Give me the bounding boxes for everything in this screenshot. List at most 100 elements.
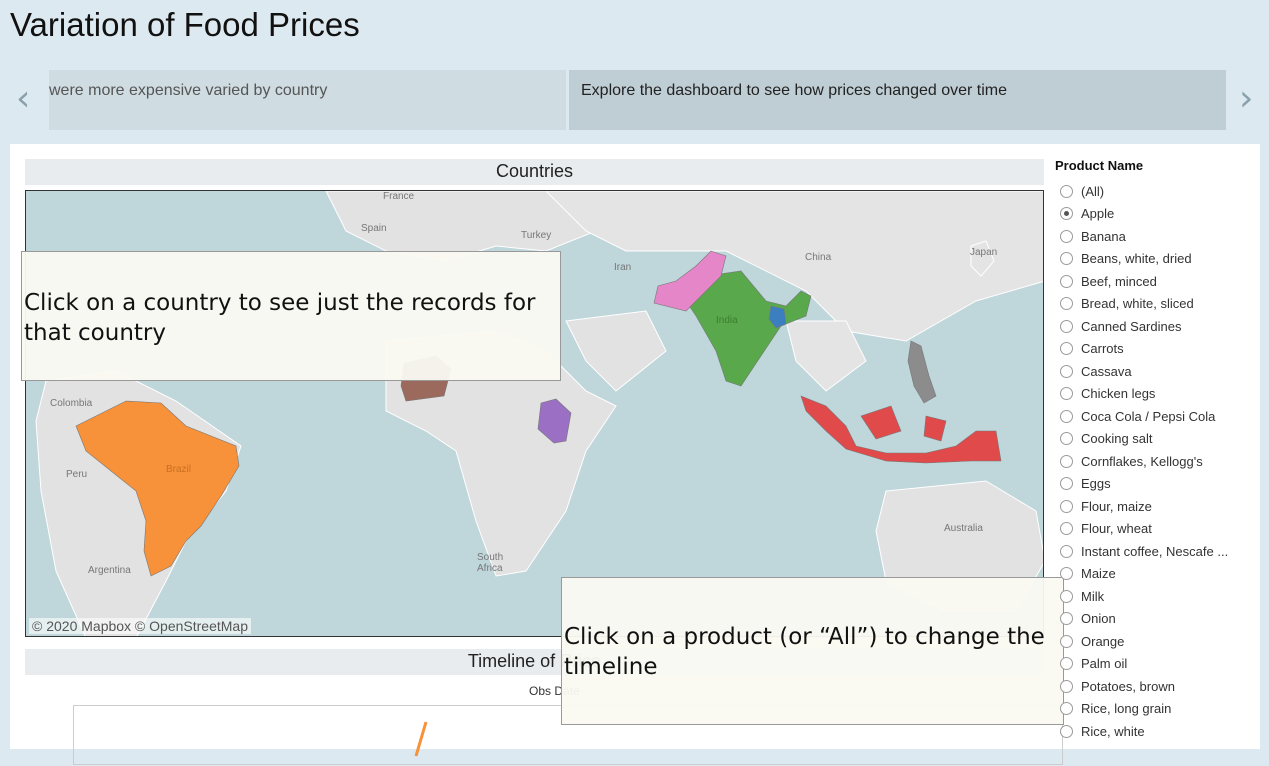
radio-icon[interactable] — [1060, 544, 1073, 558]
product-option[interactable]: Rice, white — [1060, 720, 1260, 743]
map-label-brazil: Brazil — [166, 464, 192, 475]
product-option-label: Milk — [1081, 588, 1105, 604]
product-option-label: Cornflakes, Kellogg's — [1081, 453, 1203, 469]
story-point-previous[interactable]: were more expensive varied by country — [49, 70, 566, 130]
product-filter-list: (All) Apple Banana Beans, white, dried Beef,… — [1060, 180, 1260, 743]
radio-icon[interactable] — [1060, 364, 1073, 378]
country-kenya — [537, 398, 572, 444]
product-click-tooltip: Click on a product (or “All”) to change … — [561, 577, 1064, 725]
radio-icon[interactable] — [1060, 229, 1073, 243]
radio-icon[interactable] — [1060, 342, 1073, 356]
product-option-label: Chicken legs — [1081, 386, 1156, 402]
country-brazil — [75, 400, 240, 577]
product-option[interactable]: Onion — [1060, 608, 1260, 631]
product-option-label: Onion — [1081, 611, 1116, 627]
product-option[interactable]: Coca Cola / Pepsi Cola — [1060, 405, 1260, 428]
radio-icon[interactable] — [1060, 252, 1073, 266]
product-option[interactable]: Cassava — [1060, 360, 1260, 383]
product-option[interactable]: Apple — [1060, 203, 1260, 226]
radio-icon[interactable] — [1060, 567, 1073, 581]
radio-icon[interactable] — [1060, 522, 1073, 536]
product-option[interactable]: Palm oil — [1060, 653, 1260, 676]
radio-icon[interactable] — [1060, 409, 1073, 423]
radio-icon[interactable] — [1060, 499, 1073, 513]
radio-icon[interactable] — [1060, 432, 1073, 446]
product-option-label: Flour, maize — [1081, 498, 1152, 514]
story-prev-arrow-icon[interactable]: ‹ — [16, 78, 31, 119]
map-label-china: China — [805, 252, 832, 263]
product-option[interactable]: Eggs — [1060, 473, 1260, 496]
product-option-label: Potatoes, brown — [1081, 678, 1175, 694]
product-option-label: Bread, white, sliced — [1081, 296, 1194, 312]
japan-land — [970, 240, 995, 277]
radio-icon[interactable] — [1060, 589, 1073, 603]
radio-icon[interactable] — [1060, 612, 1073, 626]
radio-icon[interactable] — [1060, 679, 1073, 693]
product-option-label: Cooking salt — [1081, 431, 1153, 447]
map-attribution: © 2020 Mapbox © OpenStreetMap — [29, 618, 251, 634]
product-filter-title: Product Name — [1055, 158, 1144, 173]
product-option[interactable]: Cornflakes, Kellogg's — [1060, 450, 1260, 473]
map-label-argentina: Argentina — [88, 565, 131, 576]
product-option[interactable]: Milk — [1060, 585, 1260, 608]
product-option-label: Maize — [1081, 566, 1116, 582]
product-option[interactable]: Carrots — [1060, 338, 1260, 361]
countries-header: Countries — [25, 159, 1044, 185]
product-option-label: Banana — [1081, 228, 1126, 244]
country-bangladesh — [768, 305, 787, 329]
product-option-label: Cassava — [1081, 363, 1132, 379]
product-option[interactable]: Potatoes, brown — [1060, 675, 1260, 698]
map-label-south-africa: South Africa — [477, 552, 504, 574]
arabia-land — [565, 310, 667, 392]
map-label-australia: Australia — [944, 523, 983, 534]
radio-icon[interactable] — [1060, 454, 1073, 468]
map-label-peru: Peru — [66, 469, 88, 480]
product-option[interactable]: Beans, white, dried — [1060, 248, 1260, 271]
product-option[interactable]: Orange — [1060, 630, 1260, 653]
radio-icon[interactable] — [1060, 207, 1073, 221]
product-option[interactable]: Maize — [1060, 563, 1260, 586]
radio-icon[interactable] — [1060, 724, 1073, 738]
product-option-label: (All) — [1081, 183, 1105, 199]
product-option-label: Apple — [1081, 206, 1115, 222]
product-option[interactable]: Flour, maize — [1060, 495, 1260, 518]
country-philippines — [907, 340, 937, 404]
southeast-asia-land — [785, 320, 867, 392]
radio-icon[interactable] — [1060, 634, 1073, 648]
radio-icon[interactable] — [1060, 702, 1073, 716]
product-option-label: Instant coffee, Nescafe ... — [1081, 543, 1229, 559]
product-option-label: Beans, white, dried — [1081, 251, 1192, 267]
product-option-label: Coca Cola / Pepsi Cola — [1081, 408, 1216, 424]
radio-icon[interactable] — [1060, 184, 1073, 198]
product-option-label: Eggs — [1081, 476, 1111, 492]
radio-icon[interactable] — [1060, 274, 1073, 288]
product-option[interactable]: (All) — [1060, 180, 1260, 203]
product-option-label: Palm oil — [1081, 656, 1128, 672]
product-option[interactable]: Canned Sardines — [1060, 315, 1260, 338]
radio-icon[interactable] — [1060, 387, 1073, 401]
map-label-india: India — [716, 315, 738, 326]
product-option[interactable]: Chicken legs — [1060, 383, 1260, 406]
product-option-label: Canned Sardines — [1081, 318, 1182, 334]
country-pakistan — [653, 250, 727, 312]
product-option[interactable]: Banana — [1060, 225, 1260, 248]
product-option[interactable]: Instant coffee, Nescafe ... — [1060, 540, 1260, 563]
product-option[interactable]: Flour, wheat — [1060, 518, 1260, 541]
map-label-turkey: Turkey — [521, 230, 552, 241]
product-option[interactable]: Cooking salt — [1060, 428, 1260, 451]
radio-icon[interactable] — [1060, 297, 1073, 311]
product-option-label: Rice, white — [1081, 723, 1145, 739]
product-option-label: Carrots — [1081, 341, 1124, 357]
product-option-label: Flour, wheat — [1081, 521, 1152, 537]
radio-icon[interactable] — [1060, 477, 1073, 491]
product-option[interactable]: Bread, white, sliced — [1060, 293, 1260, 316]
radio-icon[interactable] — [1060, 657, 1073, 671]
map-label-colombia: Colombia — [50, 398, 93, 409]
product-option[interactable]: Rice, long grain — [1060, 698, 1260, 721]
country-click-tooltip: Click on a country to see just the recor… — [21, 251, 561, 381]
product-option[interactable]: Beef, minced — [1060, 270, 1260, 293]
product-option-label: Orange — [1081, 633, 1125, 649]
story-next-arrow-icon[interactable]: › — [1239, 78, 1254, 119]
radio-icon[interactable] — [1060, 319, 1073, 333]
story-point-current[interactable]: Explore the dashboard to see how prices … — [569, 70, 1226, 130]
